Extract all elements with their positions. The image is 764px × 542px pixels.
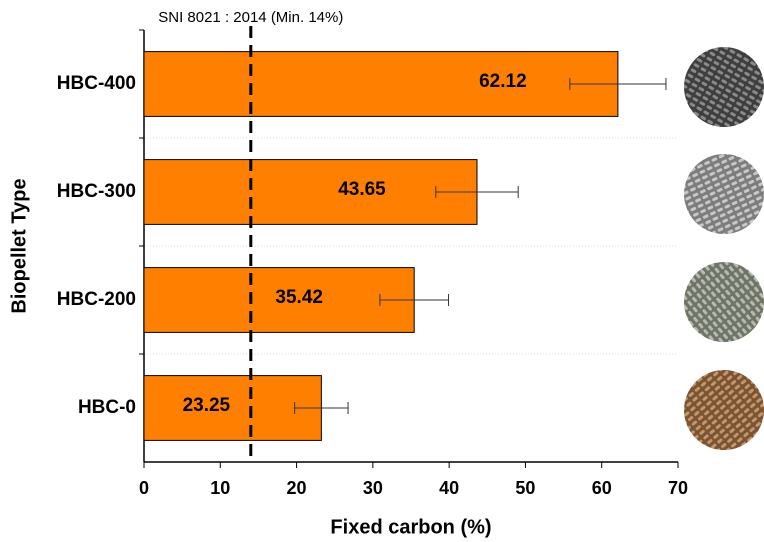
x-tick-label: 50: [515, 478, 535, 498]
x-tick-label: 40: [439, 478, 459, 498]
x-tick-label: 30: [363, 478, 383, 498]
x-tick-label: 60: [592, 478, 612, 498]
error-bar: [435, 186, 519, 198]
x-tick-label: 20: [287, 478, 307, 498]
y-tick-label: HBC-400: [57, 73, 136, 94]
error-bar: [569, 78, 667, 90]
x-tick-label: 0: [139, 478, 149, 498]
pellet-image: [684, 370, 764, 450]
pellet-image: [684, 154, 764, 234]
error-bar: [294, 402, 349, 414]
data-label: 35.42: [275, 287, 323, 308]
y-tick-label: HBC-0: [78, 397, 136, 418]
error-bar: [379, 294, 450, 306]
data-label: 62.12: [479, 71, 527, 92]
bar: [143, 159, 478, 225]
pellet-image: [684, 47, 764, 127]
bar: [143, 267, 415, 333]
x-axis-title: Fixed carbon (%): [330, 516, 491, 538]
x-tick-label: 10: [210, 478, 230, 498]
y-tick-label: HBC-200: [57, 289, 136, 310]
reference-label: SNI 8021 : 2014 (Min. 14%): [158, 9, 343, 26]
bar: [143, 51, 619, 117]
data-label: 43.65: [338, 179, 386, 200]
y-tick-label: HBC-300: [57, 181, 136, 202]
y-axis-title: Biopellet Type: [8, 178, 30, 313]
pellet-image: [684, 262, 764, 342]
bar: [143, 375, 322, 441]
x-tick-label: 70: [668, 478, 688, 498]
data-label: 23.25: [183, 395, 231, 416]
